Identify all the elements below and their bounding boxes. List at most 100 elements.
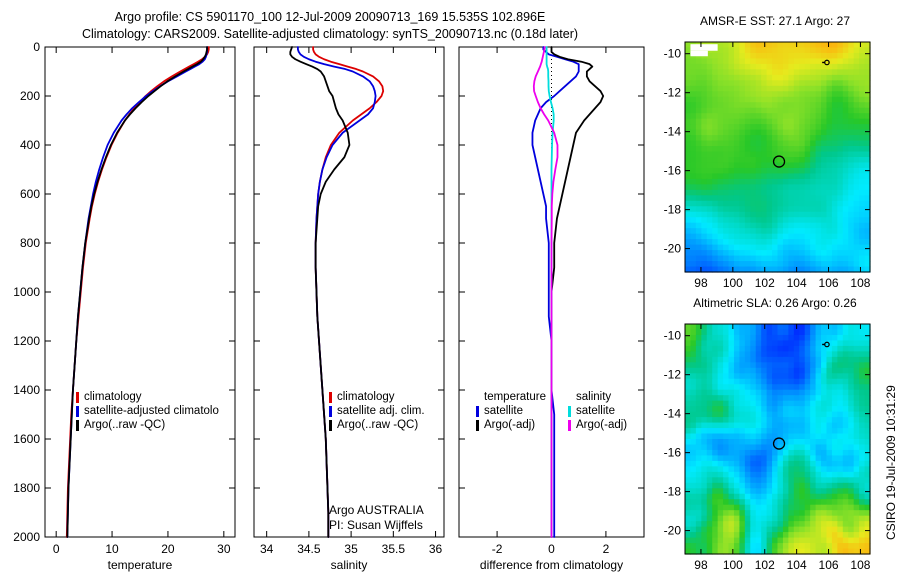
difference-profile-panel: -2 0 2 difference from climatology bbox=[458, 46, 645, 572]
svg-text:-18: -18 bbox=[664, 203, 682, 217]
svg-text:-10: -10 bbox=[664, 47, 682, 61]
svg-text:temperature: temperature bbox=[108, 558, 173, 572]
svg-text:1800: 1800 bbox=[13, 481, 40, 495]
svg-text:104: 104 bbox=[787, 558, 807, 572]
legend-item-temp-satellite: satellite bbox=[476, 404, 546, 418]
legend-label-climatology: climatology bbox=[337, 391, 395, 403]
svg-text:difference from climatology: difference from climatology bbox=[480, 558, 623, 572]
svg-text:36: 36 bbox=[429, 542, 443, 556]
legend-header-salinity: salinity bbox=[568, 390, 627, 404]
legend-swatch-sal-argo bbox=[568, 419, 571, 431]
legend-swatch-satellite-adjusted bbox=[329, 405, 332, 417]
legend-item-climatology: climatology bbox=[76, 390, 219, 404]
svg-text:35.5: 35.5 bbox=[382, 542, 406, 556]
svg-text:98: 98 bbox=[694, 558, 708, 572]
svg-text:2000: 2000 bbox=[13, 530, 40, 544]
svg-text:-12: -12 bbox=[664, 368, 682, 382]
svg-text:1200: 1200 bbox=[13, 334, 40, 348]
svg-text:1400: 1400 bbox=[13, 383, 40, 397]
csiro-timestamp: CSIRO 19-Jul-2009 10:31:29 bbox=[884, 385, 898, 540]
legend-swatch-climatology bbox=[329, 391, 332, 403]
svg-text:106: 106 bbox=[819, 558, 839, 572]
legend-swatch-sal-satellite bbox=[568, 405, 571, 417]
legend-label-satellite-adjusted: satellite adj. clim. bbox=[337, 405, 425, 417]
credit-program: Argo AUSTRALIA bbox=[329, 503, 424, 517]
svg-text:108: 108 bbox=[850, 558, 870, 572]
legend-item-argo-raw: Argo(..raw -QC) bbox=[329, 418, 425, 432]
legend-swatch-temp-argo bbox=[476, 419, 479, 431]
svg-text:0: 0 bbox=[33, 40, 40, 54]
credit-pi: PI: Susan Wijffels bbox=[329, 518, 423, 532]
legend-item-temp-argo: Argo(-adj) bbox=[476, 418, 546, 432]
svg-text:-14: -14 bbox=[664, 125, 682, 139]
legend-swatch-argo-raw bbox=[329, 419, 332, 431]
figure-title-line1: Argo profile: CS 5901170_100 12-Jul-2009… bbox=[114, 10, 546, 24]
sst-map-title: AMSR-E SST: 27.1 Argo: 27 bbox=[699, 14, 851, 28]
svg-text:400: 400 bbox=[20, 138, 40, 152]
svg-text:-16: -16 bbox=[664, 446, 682, 460]
legend-swatch-temp-satellite bbox=[476, 405, 479, 417]
svg-text:35: 35 bbox=[344, 542, 358, 556]
svg-text:106: 106 bbox=[819, 276, 839, 290]
temperature-legend: climatology satellite-adjusted climatolo… bbox=[76, 390, 219, 432]
svg-text:-16: -16 bbox=[664, 164, 682, 178]
legend-item-satellite-adjusted: satellite-adjusted climatolo bbox=[76, 404, 219, 418]
svg-text:98: 98 bbox=[694, 276, 708, 290]
legend-label-argo-raw: Argo(..raw -QC) bbox=[337, 419, 419, 431]
legend-item-sal-argo: Argo(-adj) bbox=[568, 418, 627, 432]
legend-swatch-satellite-adjusted bbox=[76, 405, 79, 417]
svg-text:104: 104 bbox=[787, 276, 807, 290]
svg-text:30: 30 bbox=[217, 542, 231, 556]
svg-text:-20: -20 bbox=[664, 524, 682, 538]
svg-text:salinity: salinity bbox=[331, 558, 368, 572]
legend-label-temperature: temperature bbox=[484, 391, 547, 403]
svg-text:0: 0 bbox=[53, 542, 60, 556]
sla-map-title: Altimetric SLA: 0.26 Argo: 0.26 bbox=[693, 296, 857, 310]
legend-label-temp-satellite: satellite bbox=[484, 405, 523, 417]
svg-text:1000: 1000 bbox=[13, 285, 40, 299]
legend-label-climatology: climatology bbox=[84, 391, 142, 403]
legend-item-satellite-adjusted: satellite adj. clim. bbox=[329, 404, 425, 418]
legend-swatch-argo-raw bbox=[76, 419, 79, 431]
sst-map-panel: 98 100 102 104 106 108 -10 -12 -14 -16 -18 -20 bbox=[664, 41, 871, 290]
svg-text:200: 200 bbox=[20, 89, 40, 103]
svg-text:102: 102 bbox=[755, 558, 775, 572]
legend-label-sal-argo: Argo(-adj) bbox=[576, 419, 628, 431]
difference-legend-salinity: salinity satellite Argo(-adj) bbox=[568, 390, 627, 432]
sla-map-panel: 98 100 102 104 106 108 -10 -12 -14 -16 -18 -20 bbox=[664, 323, 871, 572]
svg-text:34: 34 bbox=[260, 542, 274, 556]
svg-text:10: 10 bbox=[105, 542, 119, 556]
svg-text:0: 0 bbox=[548, 542, 555, 556]
svg-text:102: 102 bbox=[755, 276, 775, 290]
legend-header-temperature: temperature bbox=[476, 390, 546, 404]
svg-text:800: 800 bbox=[20, 236, 40, 250]
legend-label-temp-argo: Argo(-adj) bbox=[484, 419, 536, 431]
salinity-legend: climatology satellite adj. clim. Argo(..… bbox=[329, 390, 425, 432]
legend-label-argo-raw: Argo(..raw -QC) bbox=[84, 419, 166, 431]
svg-text:108: 108 bbox=[850, 276, 870, 290]
legend-label-sal-satellite: satellite bbox=[576, 405, 615, 417]
temperature-profile-panel: 0 200 400 600 800 1000 1200 1400 1600 1800 2000 0 10… bbox=[13, 40, 236, 572]
salinity-profile-panel: 34 34.5 35 35.5 36 salinity bbox=[253, 46, 445, 572]
svg-text:-20: -20 bbox=[664, 242, 682, 256]
credit-block: Argo AUSTRALIA PI: Susan Wijffels bbox=[329, 503, 424, 533]
svg-text:-10: -10 bbox=[664, 329, 682, 343]
svg-text:-2: -2 bbox=[492, 542, 503, 556]
legend-item-climatology: climatology bbox=[329, 390, 425, 404]
legend-item-sal-satellite: satellite bbox=[568, 404, 627, 418]
svg-text:-18: -18 bbox=[664, 485, 682, 499]
figure-title-line2: Climatology: CARS2009. Satellite-adjuste… bbox=[81, 27, 579, 41]
svg-text:34.5: 34.5 bbox=[297, 542, 321, 556]
svg-text:600: 600 bbox=[20, 187, 40, 201]
svg-text:20: 20 bbox=[161, 542, 175, 556]
legend-label-satellite-adjusted: satellite-adjusted climatolo bbox=[84, 405, 219, 417]
svg-text:100: 100 bbox=[723, 558, 743, 572]
legend-item-argo-raw: Argo(..raw -QC) bbox=[76, 418, 219, 432]
difference-legend-temperature: temperature satellite Argo(-adj) bbox=[476, 390, 546, 432]
svg-text:-12: -12 bbox=[664, 86, 682, 100]
svg-text:100: 100 bbox=[723, 276, 743, 290]
legend-swatch-climatology bbox=[76, 391, 79, 403]
svg-text:-14: -14 bbox=[664, 407, 682, 421]
legend-label-salinity: salinity bbox=[576, 391, 612, 403]
